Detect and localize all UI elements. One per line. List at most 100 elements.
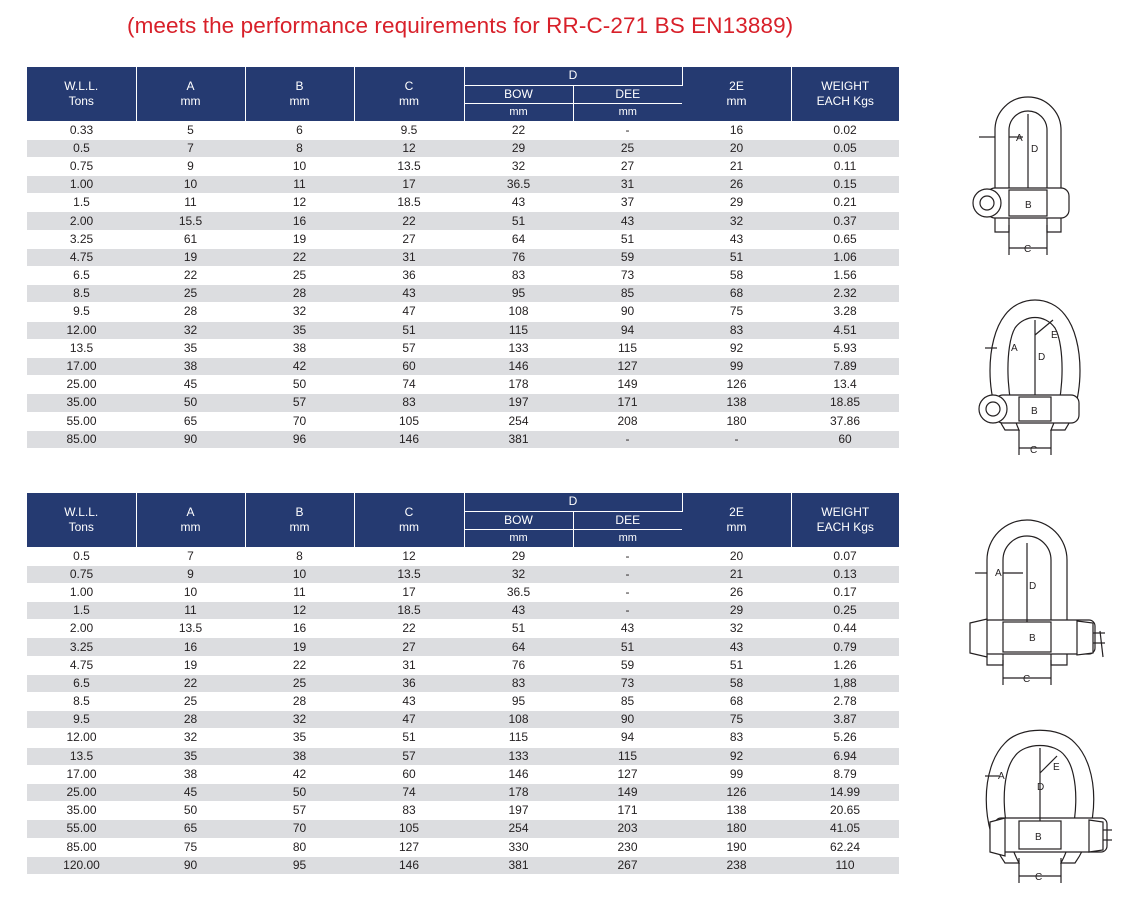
cell-b: 57 [245,393,354,412]
cell-c: 47 [354,710,464,729]
cell-dee: 149 [573,375,683,394]
cell-dee: 171 [573,393,683,412]
cell-bow: 95 [464,284,573,303]
cell-a: 65 [136,819,245,838]
cell-bow: 29 [464,546,573,566]
cell-c: 60 [354,764,464,784]
cell-bow: 29 [464,138,573,158]
cell-weight: 5.26 [791,728,900,748]
cell-a: 10 [136,582,245,602]
cell-weight: 0.05 [791,138,900,158]
cell-b: 22 [245,247,354,267]
cell-2e: 32 [682,211,792,231]
cell-weight: 14.99 [791,782,900,802]
cell-b: 35 [245,728,354,748]
cell-a: 19 [136,655,245,675]
cell-dee: 27 [573,156,683,176]
cell-weight: 0.13 [791,564,900,584]
cell-wll: 6.5 [27,265,136,285]
cell-a: 28 [136,710,245,729]
table-row: 55.00 65 70 105 254 203 180 41.05 [27,819,900,838]
diagram-label-c: C [1024,244,1031,255]
cell-2e: 180 [682,819,792,838]
cell-a: 32 [136,320,245,340]
cell-weight: 62.24 [791,837,900,857]
cell-weight: 37.86 [791,411,900,431]
cell-a: 22 [136,265,245,285]
cell-2e: 26 [682,582,792,602]
cell-bow: 254 [464,819,573,838]
cell-a: 61 [136,229,245,249]
cell-b: 80 [245,837,354,857]
cell-a: 45 [136,375,245,394]
cell-c: 51 [354,320,464,340]
table-row: 2.00 13.5 16 22 51 43 32 0.44 [27,619,900,638]
cell-a: 50 [136,801,245,820]
cell-wll: 1.5 [27,601,136,620]
cell-a: 90 [136,855,245,874]
cell-wll: 0.75 [27,564,136,584]
cell-2e: 29 [682,193,792,212]
cell-weight: 0.25 [791,601,900,620]
cell-wll: 1.00 [27,175,136,194]
cell-weight: 8.79 [791,764,900,784]
cell-a: 7 [136,138,245,158]
cell-dee: 51 [573,229,683,249]
cell-wll: 2.00 [27,619,136,638]
cell-c: 31 [354,655,464,675]
cell-2e: 26 [682,175,792,194]
table-row: 13.5 35 38 57 133 115 92 6.94 [27,746,900,766]
cell-2e: 21 [682,564,792,584]
cell-b: 50 [245,375,354,394]
bow-shackle-safety-bolt-diagram: A D E B C [965,718,1115,888]
cell-wll: 8.5 [27,691,136,711]
cell-dee: 37 [573,193,683,212]
cell-wll: 8.5 [27,284,136,303]
table-row: 1.5 11 12 18.5 43-29 0.25 [27,601,900,620]
cell-2e: 75 [682,302,792,322]
header-2e: 2E mm [682,67,792,121]
cell-dee: 94 [573,728,683,748]
cell-a: 11 [136,601,245,620]
cell-a: 32 [136,728,245,748]
diagram-label-b: B [1029,633,1036,644]
cell-b: 42 [245,356,354,376]
cell-weight: 0.02 [791,120,900,140]
table-row: 8.5 25 28 43 95 85 68 2.32 [27,284,900,303]
cell-c: 105 [354,411,464,431]
header-dee-unit: mm [573,528,683,547]
cell-wll: 17.00 [27,356,136,376]
cell-2e: 21 [682,156,792,176]
cell-b: 11 [245,582,354,602]
cell-b: 25 [245,265,354,285]
cell-b: 12 [245,193,354,212]
table-row: 35.00 50 57 83 197 171 138 20.65 [27,801,900,820]
cell-b: 11 [245,175,354,194]
cell-bow: 43 [464,193,573,212]
cell-b: 16 [245,211,354,231]
cell-bow: 22 [464,120,573,140]
cell-b: 35 [245,320,354,340]
cell-a: 45 [136,782,245,802]
table-row: 1.5 11 12 18.5 43 37 29 0.21 [27,193,900,212]
cell-bow: 64 [464,637,573,657]
cell-2e: 51 [682,247,792,267]
cell-2e: 190 [682,837,792,857]
table-row: 0.5 7 8 12 29-20 0.07 [27,546,900,566]
diagram-label-e: E [1053,762,1060,773]
diagram-label-a: A [995,568,1002,579]
cell-bow: 381 [464,855,573,874]
cell-c: 60 [354,356,464,376]
cell-bow: 115 [464,728,573,748]
cell-weight: 1.06 [791,247,900,267]
table-row: 6.5 22 25 36 83 73 58 1.56 [27,265,900,285]
cell-2e: 43 [682,637,792,657]
cell-2e: 68 [682,284,792,303]
cell-bow: 115 [464,320,573,340]
cell-bow: 197 [464,393,573,412]
cell-weight: 0.65 [791,229,900,249]
